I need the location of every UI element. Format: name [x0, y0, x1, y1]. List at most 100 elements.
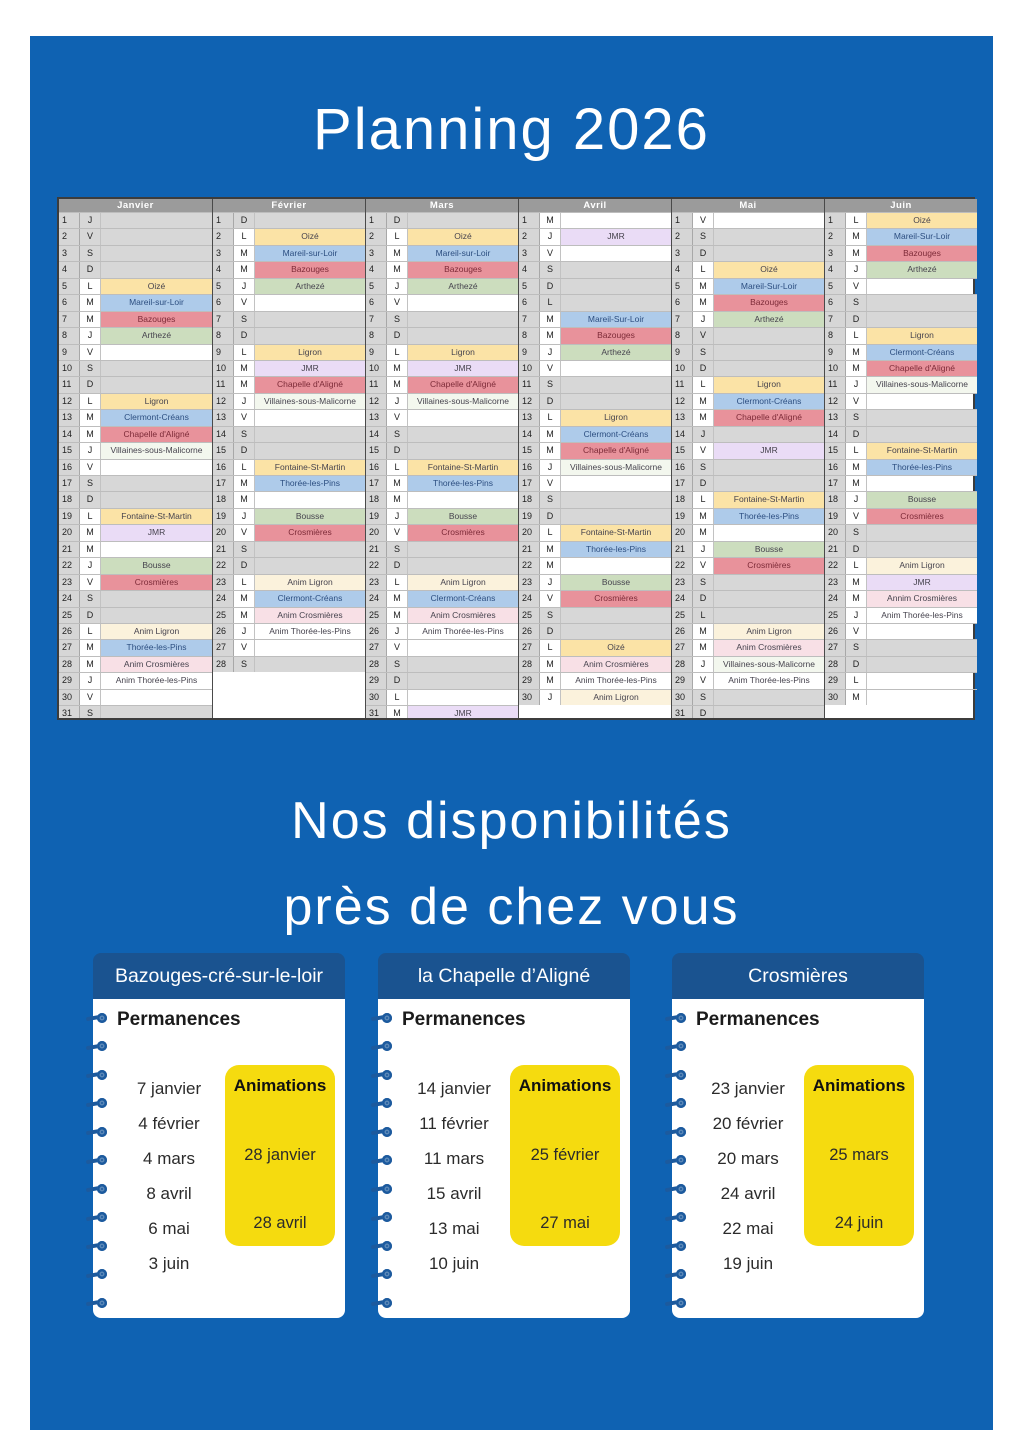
day-number: 13	[366, 410, 387, 426]
card-title: Crosmières	[672, 953, 924, 999]
spiral-ring-icon	[371, 1296, 395, 1309]
spiral-binding	[665, 1011, 689, 1309]
day-event: Thorée-les-Pins	[867, 459, 977, 475]
day-number: 13	[519, 410, 540, 426]
animation-date: 28 janvier	[244, 1146, 316, 1164]
day-letter: S	[846, 525, 867, 541]
day-number: 4	[825, 262, 846, 278]
day-row: 5 J Arthezé	[213, 277, 365, 295]
day-event: Ligron	[408, 344, 518, 360]
day-number: 29	[519, 673, 540, 689]
day-event: Mareil-Sur-Loir	[867, 229, 977, 245]
day-letter: V	[80, 459, 101, 475]
animation-date: 25 mars	[829, 1146, 889, 1164]
day-letter: M	[846, 574, 867, 591]
animations-box: Animations 28 janvier 28 avril	[225, 1065, 335, 1246]
day-letter: M	[540, 328, 561, 344]
day-row: 20 V Crosmières	[213, 524, 365, 541]
day-event: Crosmières	[255, 525, 365, 541]
day-number: 22	[59, 558, 80, 574]
day-number: 20	[825, 525, 846, 541]
day-row: 31 M JMR	[366, 705, 518, 718]
day-letter: J	[387, 393, 408, 410]
day-letter: M	[846, 591, 867, 607]
day-row: 13 L Ligron	[519, 409, 671, 426]
day-event	[561, 558, 671, 573]
day-number: 1	[213, 213, 234, 229]
day-event	[714, 591, 824, 607]
day-number: 20	[519, 525, 540, 541]
day-event: Anim Ligron	[255, 574, 365, 591]
day-letter: M	[540, 311, 561, 328]
day-letter: D	[693, 591, 714, 607]
day-row: 3 M Mareil-sur-Loir	[213, 244, 365, 262]
day-event: Villaines-sous-Malicorne	[561, 459, 671, 475]
day-number: 30	[519, 689, 540, 706]
day-number: 23	[213, 574, 234, 591]
day-row: 14 D	[825, 425, 977, 443]
day-event: Ligron	[255, 344, 365, 360]
animation-date: 24 juin	[834, 1214, 884, 1232]
day-row: 20 S	[825, 524, 977, 541]
day-number: 17	[366, 476, 387, 492]
day-row: 4 M Bazouges	[366, 261, 518, 278]
day-letter: L	[846, 673, 867, 689]
day-letter: S	[693, 229, 714, 245]
day-event	[867, 673, 977, 688]
day-event: Clermont-Créans	[255, 591, 365, 607]
day-event: JMR	[101, 525, 212, 541]
day-row: 5 L Oizé	[59, 277, 212, 295]
day-letter: M	[540, 541, 561, 558]
day-letter: D	[234, 213, 255, 229]
day-row: 21 M Thorée-les-Pins	[519, 540, 671, 558]
day-event: Oizé	[561, 640, 671, 656]
day-letter: S	[387, 656, 408, 673]
day-row: 30 J Anim Ligron	[519, 688, 671, 706]
day-row: 19 D	[519, 507, 671, 525]
day-letter: M	[80, 525, 101, 541]
day-row: 8 L Ligron	[825, 327, 977, 344]
day-number: 13	[825, 410, 846, 426]
day-number: 2	[366, 229, 387, 245]
permanence-date: 13 mai	[428, 1219, 480, 1238]
day-row: 10 M JMR	[213, 359, 365, 377]
day-row: 17 V	[519, 475, 671, 492]
day-number: 31	[366, 706, 387, 718]
spiral-ring-icon	[371, 1040, 395, 1053]
day-event: Oizé	[408, 229, 518, 245]
day-event	[867, 624, 977, 639]
day-event: Anim Ligron	[561, 689, 671, 706]
day-number: 12	[366, 393, 387, 410]
day-letter: D	[846, 541, 867, 558]
day-number: 24	[59, 591, 80, 607]
day-number: 1	[366, 213, 387, 229]
day-row: 22 M	[519, 557, 671, 574]
day-letter: D	[234, 558, 255, 574]
day-number: 21	[213, 541, 234, 558]
day-number: 29	[825, 673, 846, 689]
day-letter: M	[846, 689, 867, 706]
day-number: 4	[213, 262, 234, 278]
day-number: 20	[213, 525, 234, 541]
animation-date: 28 avril	[253, 1214, 307, 1232]
day-letter: V	[693, 213, 714, 229]
day-row: 11 L Ligron	[672, 376, 824, 393]
day-row: 16 J Villaines-sous-Malicorne	[519, 458, 671, 475]
day-number: 14	[519, 426, 540, 443]
day-letter: L	[846, 443, 867, 459]
spiral-ring-icon	[86, 1125, 110, 1138]
spiral-ring-icon	[665, 1268, 689, 1281]
day-number: 10	[519, 360, 540, 377]
day-number: 14	[825, 426, 846, 443]
day-row: 25 D	[59, 606, 212, 623]
day-event: Anim Ligron	[867, 558, 977, 574]
permanences-label: Permanences	[117, 1009, 241, 1030]
day-letter: M	[234, 492, 255, 508]
day-letter: S	[846, 295, 867, 311]
day-event: Chapelle d'Aligné	[714, 410, 824, 426]
day-letter: V	[540, 476, 561, 492]
day-event: Anim Crosmières	[255, 607, 365, 623]
day-letter: M	[80, 541, 101, 558]
day-event	[101, 460, 212, 475]
